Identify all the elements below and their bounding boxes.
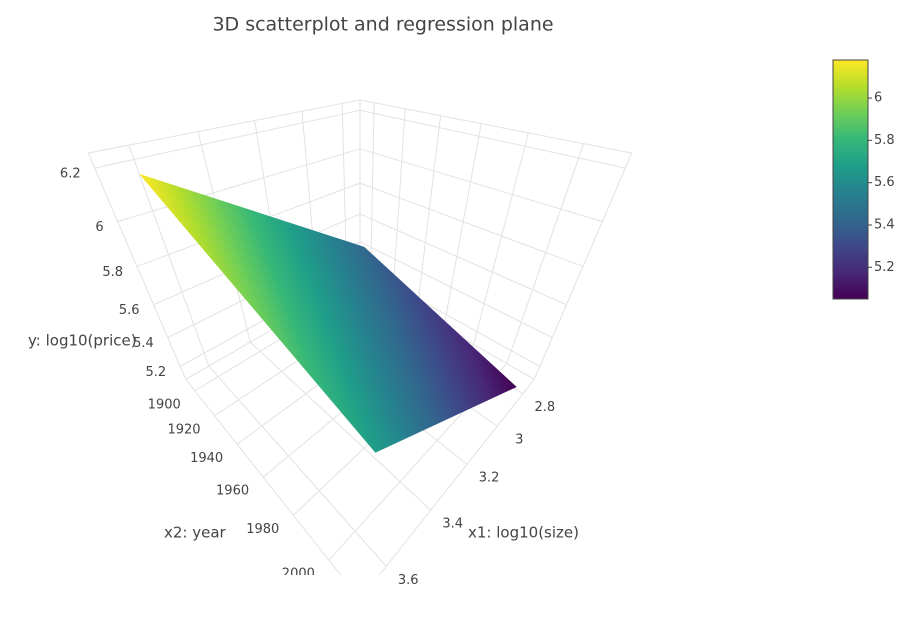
x-tick-label: 2.8 — [535, 400, 556, 415]
z-axis-title: y: log10(price) — [28, 332, 137, 350]
z-grid-line — [359, 109, 626, 169]
colorbar-tick-label: 5.6 — [874, 175, 895, 190]
x-tick-label: 3.6 — [398, 573, 419, 588]
colorbar-tick-label: 5.8 — [874, 133, 895, 148]
x-tick-label: 3.2 — [479, 471, 500, 486]
y-tick-label: 2000 — [282, 567, 315, 582]
x-grid-line — [128, 144, 210, 367]
y-tick-label: 1920 — [167, 422, 200, 437]
x-axis-title: x1: log10(size) — [468, 524, 579, 542]
chart-title: 3D scatterplot and regression plane — [212, 14, 553, 36]
colorbar-ticks: 5.2 5.4 5.6 5.8 6 — [868, 91, 895, 275]
x-grid-line — [249, 341, 432, 511]
colorbar-tick-label: 5.4 — [874, 217, 895, 232]
z-grid-line — [117, 148, 361, 222]
box-edge — [533, 152, 633, 380]
y-tick-label: 1980 — [246, 522, 279, 537]
box-edge — [87, 152, 187, 380]
y-grid-line — [473, 132, 529, 345]
box-edge — [88, 99, 361, 154]
y-tick-label: 1900 — [148, 397, 181, 412]
y-grid-line — [506, 143, 585, 364]
box-edge — [378, 379, 535, 575]
z-grid-line — [359, 182, 584, 267]
z-tick-label: 6 — [95, 220, 103, 235]
y-tick-label: 1940 — [190, 451, 223, 466]
z-grid-line — [359, 241, 553, 339]
y-grid-line — [443, 123, 482, 328]
colorbar-tick-label: 5.2 — [874, 260, 895, 275]
z-tick-label: 5.8 — [102, 265, 123, 280]
box-edge — [185, 379, 342, 575]
z-tick-label: 6.2 — [60, 167, 81, 182]
z-tick-label: 5.4 — [133, 336, 154, 351]
box-edge — [359, 99, 632, 154]
y-grid-line — [416, 115, 442, 312]
colorbar — [832, 59, 869, 300]
scene: 1900 1920 1940 1960 1980 2000 — [87, 99, 633, 582]
x-tick-label: 3 — [515, 433, 523, 448]
regression-plane — [139, 173, 517, 453]
z-tick-label: 5.6 — [119, 303, 140, 318]
y-axis-title: x2: year — [164, 524, 227, 542]
z-tick-label: 5.2 — [145, 365, 166, 380]
z-grid-line — [359, 148, 603, 222]
y-grid-line — [392, 108, 406, 298]
colorbar-tick-label: 6 — [874, 91, 882, 106]
x-tick-label: 3.4 — [442, 517, 463, 532]
z-grid-line — [359, 213, 567, 306]
y-tick-label: 1960 — [216, 484, 249, 499]
z-grid-line — [94, 109, 361, 169]
